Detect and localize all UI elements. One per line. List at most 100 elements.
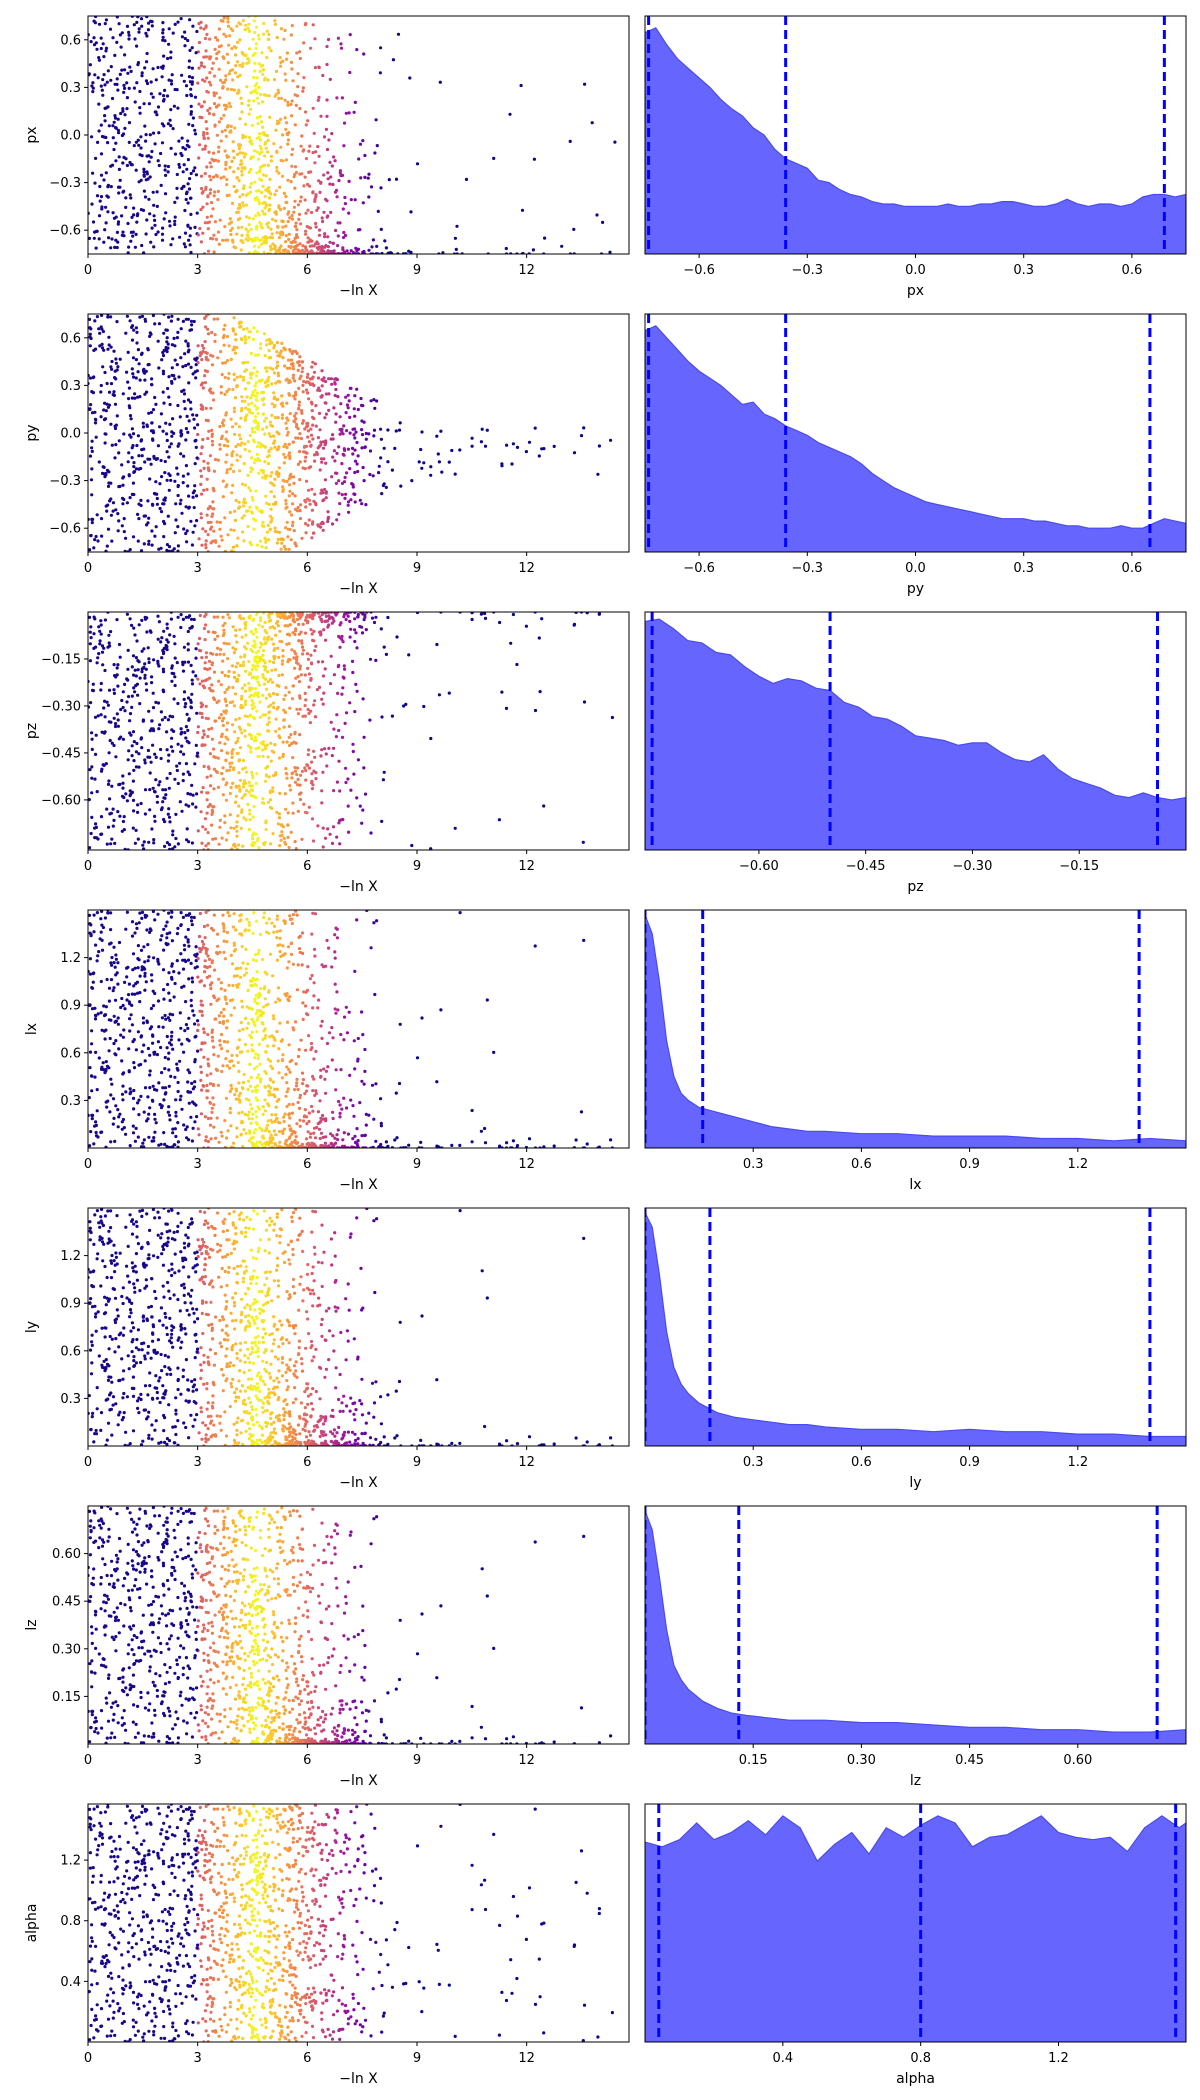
sample-point [304,531,308,535]
sample-point [273,22,277,26]
sample-point [152,214,156,218]
sample-point [107,124,111,128]
sample-point [229,124,233,128]
sample-point [215,520,219,524]
sample-point [321,219,325,224]
sample-point [252,911,256,915]
sample-point [293,397,297,401]
sample-point [225,468,229,472]
sample-point [142,167,146,171]
sample-point [128,414,133,418]
sample-point [204,1139,208,1143]
sample-point [276,474,280,478]
sample-point [160,141,165,145]
sample-point [215,57,219,61]
sample-point [134,326,138,330]
sample-point [453,826,457,830]
sample-point [261,754,265,759]
sample-point [194,51,198,55]
sample-point [137,362,141,366]
sample-point [265,338,269,342]
sample-point [363,153,367,158]
sample-point [221,238,225,242]
sample-point [353,639,357,644]
x-tick-label: −0.3 [792,263,824,278]
sample-point [97,237,101,241]
sample-point [188,18,192,22]
sample-point [125,700,129,704]
sample-point [123,68,127,72]
sample-point [281,648,285,653]
sample-point [136,512,140,517]
sample-point [298,106,302,111]
sample-point [262,558,265,561]
sample-point [128,319,132,323]
sample-point [256,1056,260,1061]
sample-point [447,460,451,464]
sample-point [320,460,324,464]
sample-point [249,470,253,474]
sample-point [250,737,254,741]
sample-point [219,683,223,687]
sample-point [262,93,266,97]
sample-point [218,424,222,429]
sample-point [273,668,277,672]
sample-point [368,449,373,453]
sample-point [480,427,484,431]
sample-point [304,631,308,635]
sample-point [246,524,250,529]
sample-point [201,527,205,531]
sample-point [104,49,108,53]
sample-point [197,40,202,45]
sample-point [273,647,277,651]
sample-point [246,360,250,364]
sample-point [185,167,189,171]
sample-point [103,475,107,479]
sample-point [243,28,247,32]
sample-point [144,667,148,671]
sample-point [241,201,245,205]
sample-point [122,497,126,502]
sample-point [331,182,335,187]
sample-point [363,1133,367,1138]
sample-point [420,466,424,470]
sample-point [344,395,348,399]
sample-point [344,111,348,115]
sample-point [353,100,357,104]
sample-point [156,701,161,705]
sample-point [136,693,140,697]
sample-point [277,816,281,820]
sample-point [138,89,142,94]
sample-point [233,647,238,652]
sample-point [164,924,168,928]
sample-point [262,163,267,167]
sample-point [327,377,331,381]
sample-point [264,640,268,645]
sample-point [161,31,165,35]
sample-point [269,49,273,53]
sample-point [128,65,132,69]
sample-point [264,174,268,178]
sample-point [218,443,222,447]
sample-point [184,725,188,729]
sample-point [133,841,137,845]
sample-point [358,804,362,808]
sample-point [267,716,271,720]
sample-point [355,462,359,466]
sample-point [247,22,251,26]
sample-point [312,769,316,773]
sample-point [284,1072,288,1076]
sample-point [344,411,348,415]
sample-point [258,221,262,225]
sample-point [384,485,388,489]
sample-point [130,456,134,460]
sample-point [152,454,156,459]
sample-point [255,171,259,175]
sample-point [228,34,232,38]
sample-point [450,448,454,453]
sample-point [284,686,288,690]
sample-point [172,104,176,108]
sample-point [213,755,218,760]
sample-point [304,21,308,26]
sample-point [230,87,234,92]
